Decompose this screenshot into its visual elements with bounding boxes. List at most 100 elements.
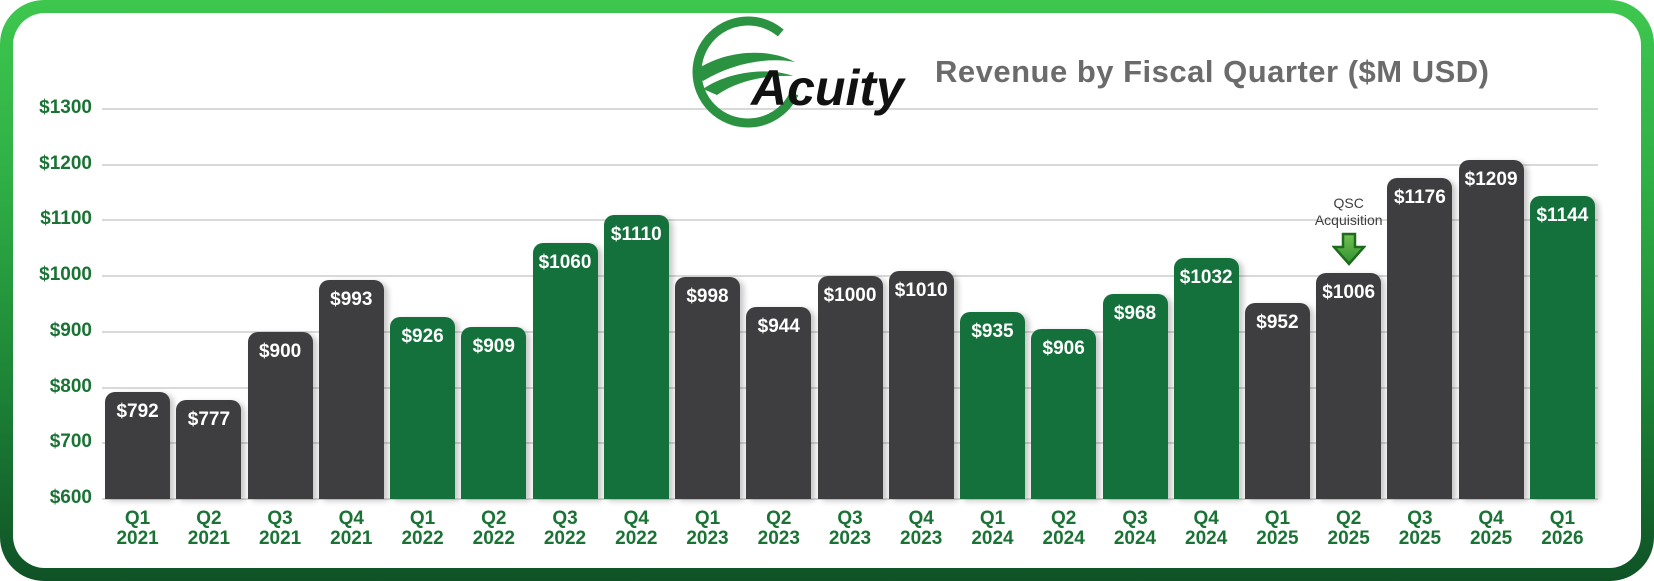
x-axis-label: Q3 2025 xyxy=(1374,509,1466,549)
x-axis-year: 2025 xyxy=(1398,528,1442,549)
y-axis-label: $1100 xyxy=(40,208,92,230)
x-axis-year: 2024 xyxy=(1113,528,1157,549)
chart-title: Revenue by Fiscal Quarter ($M USD) xyxy=(935,54,1490,89)
annotation-text-line: Acquisition xyxy=(1314,211,1383,228)
x-axis-year: 2025 xyxy=(1469,528,1513,549)
y-axis-label: $900 xyxy=(49,319,92,341)
gridline xyxy=(102,498,1598,500)
x-axis-quarter: Q2 xyxy=(766,508,792,529)
x-axis-year: 2023 xyxy=(828,528,872,549)
x-axis-label: Q3 2022 xyxy=(519,509,611,549)
bar: $1209 xyxy=(1458,159,1524,499)
bar-value-label: $777 xyxy=(187,409,231,431)
x-axis-year: 2025 xyxy=(1327,528,1370,549)
down-arrow-icon xyxy=(1331,232,1366,266)
bar: $1000 xyxy=(817,276,883,499)
annotation-text: QSC Acquisition xyxy=(1315,195,1383,229)
x-axis-label: Q4 2023 xyxy=(875,509,967,549)
x-axis-quarter: Q3 xyxy=(837,508,863,529)
x-axis-quarter: Q3 xyxy=(552,508,578,529)
x-axis-label: Q1 2023 xyxy=(662,509,754,549)
x-axis-quarter: Q4 xyxy=(623,508,649,529)
bar: $952 xyxy=(1244,302,1310,499)
bar-value-label: $1209 xyxy=(1464,168,1518,190)
bar: $1110 xyxy=(603,214,669,499)
bar: $792 xyxy=(105,392,171,499)
x-axis-year: 2022 xyxy=(615,528,658,549)
x-axis-year: 2021 xyxy=(187,528,231,549)
bar: $993 xyxy=(318,280,384,499)
bar: $900 xyxy=(247,331,313,499)
bar-value-label: $1110 xyxy=(610,223,662,245)
bar-value-label: $1010 xyxy=(894,279,948,301)
x-axis-label: Q1 2024 xyxy=(947,509,1039,549)
gridline xyxy=(102,108,1598,110)
bar: $1176 xyxy=(1387,178,1453,499)
x-axis-year: 2025 xyxy=(1256,528,1299,549)
x-axis-year: 2022 xyxy=(401,528,444,549)
x-axis-label: Q2 2021 xyxy=(163,509,255,549)
x-axis-label: Q1 2026 xyxy=(1516,509,1608,549)
bar-value-label: $1144 xyxy=(1536,204,1589,226)
x-axis-label: Q1 2025 xyxy=(1231,509,1323,549)
qsc-acquisition-annotation: QSC Acquisition xyxy=(1284,195,1414,266)
x-axis-quarter: Q2 xyxy=(196,508,222,529)
x-axis-year: 2021 xyxy=(258,528,302,549)
x-axis-quarter: Q4 xyxy=(908,508,934,529)
x-axis-quarter: Q2 xyxy=(481,508,507,529)
acuity-logo: Acuity xyxy=(692,16,906,128)
x-axis-label: Q2 2022 xyxy=(448,509,540,549)
x-axis-year: 2024 xyxy=(971,528,1014,549)
x-axis-quarter: Q2 xyxy=(1336,508,1362,529)
x-axis-year: 2023 xyxy=(900,528,943,549)
x-axis-year: 2024 xyxy=(1185,528,1228,549)
bar-value-label: $926 xyxy=(401,326,444,348)
bar: $1032 xyxy=(1173,258,1239,499)
y-axis-label: $600 xyxy=(49,487,92,508)
x-axis-quarter: Q3 xyxy=(267,508,293,529)
bar-value-label: $1060 xyxy=(538,251,592,273)
bar: $944 xyxy=(746,307,812,499)
logo-wordmark: Acuity xyxy=(749,60,906,116)
x-axis-quarter: Q4 xyxy=(338,508,364,529)
x-axis-quarter: Q4 xyxy=(1478,508,1504,529)
x-axis-quarter: Q3 xyxy=(1407,508,1433,529)
x-axis-label: Q2 2023 xyxy=(733,509,825,549)
bar: $935 xyxy=(960,312,1025,499)
x-axis-year: 2022 xyxy=(472,528,515,549)
x-axis-quarter: Q2 xyxy=(1051,508,1077,529)
y-axis-label: $1300 xyxy=(39,97,92,118)
x-axis-quarter: Q1 xyxy=(409,508,436,529)
y-axis-label: $700 xyxy=(49,431,92,453)
x-axis-quarter: Q1 xyxy=(1264,508,1291,529)
x-axis-year: 2023 xyxy=(757,528,800,549)
y-axis-label: $1200 xyxy=(39,152,92,174)
gridline xyxy=(102,163,1598,166)
y-axis-label: $1000 xyxy=(39,264,92,286)
x-axis-label: Q2 2025 xyxy=(1303,509,1395,549)
annotation-text-line: QSC xyxy=(1333,194,1364,211)
bar: $1006 xyxy=(1316,272,1382,499)
x-axis-label: Q3 2023 xyxy=(804,509,896,549)
x-axis-label: Q2 2024 xyxy=(1018,509,1110,549)
bar-value-label: $944 xyxy=(757,316,800,338)
bar-value-label: $1006 xyxy=(1322,281,1376,303)
x-axis-quarter: Q1 xyxy=(694,508,721,529)
gridline xyxy=(102,219,1598,222)
bar-value-label: $900 xyxy=(258,340,302,362)
x-axis-label: Q1 2022 xyxy=(377,509,469,549)
x-axis-label: Q1 2021 xyxy=(92,509,184,549)
x-axis-label: Q3 2021 xyxy=(234,509,326,549)
bar-value-label: $1000 xyxy=(823,285,877,307)
x-axis-quarter: Q4 xyxy=(1193,508,1219,529)
x-axis-label: Q4 2021 xyxy=(305,509,397,549)
bar-value-label: $906 xyxy=(1042,337,1085,359)
bar: $926 xyxy=(390,317,456,499)
bar: $968 xyxy=(1102,294,1168,499)
bar-value-label: $1032 xyxy=(1179,267,1233,289)
logo-swoosh-icon xyxy=(693,52,795,81)
bar-value-label: $792 xyxy=(116,401,159,422)
bar-value-label: $1176 xyxy=(1393,187,1446,209)
